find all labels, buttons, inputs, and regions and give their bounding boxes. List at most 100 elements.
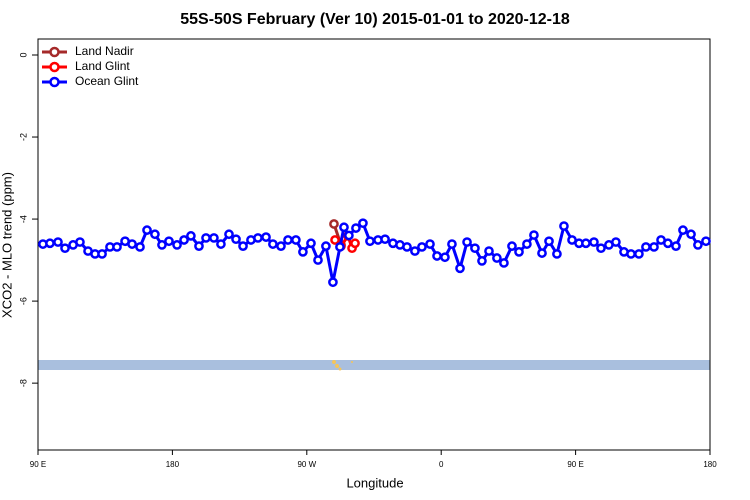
point [344, 230, 354, 241]
point [440, 252, 450, 263]
point [350, 238, 360, 249]
point [544, 236, 554, 247]
point [410, 246, 420, 256]
point [522, 239, 532, 249]
y-tick-label: -6 [18, 297, 28, 305]
point [484, 246, 494, 256]
point [455, 263, 465, 274]
legend-label: Land Glint [75, 59, 130, 73]
point [432, 251, 442, 261]
point [693, 240, 703, 250]
point [611, 237, 621, 247]
point [135, 242, 145, 252]
point [529, 230, 539, 240]
x-axis-label: Longitude [346, 475, 403, 490]
point [321, 241, 331, 251]
land-mask-dot [332, 360, 336, 364]
legend-label: Ocean Glint [75, 74, 139, 88]
legend-marker [49, 46, 60, 58]
y-tick-label: -4 [18, 215, 28, 223]
point [306, 238, 316, 249]
point [97, 249, 107, 259]
point [127, 239, 137, 249]
series-line [42, 220, 707, 283]
point [649, 242, 659, 252]
point [268, 239, 278, 249]
point [60, 243, 70, 254]
point [328, 277, 338, 288]
point [351, 223, 361, 233]
x-tick-label: 180 [166, 460, 180, 469]
point [261, 232, 271, 242]
point [417, 242, 427, 252]
point [298, 247, 308, 257]
point [335, 242, 345, 252]
point [358, 218, 368, 229]
point [216, 239, 226, 249]
point [492, 253, 502, 263]
point [186, 231, 196, 241]
point [194, 241, 204, 251]
point [581, 238, 591, 249]
point [671, 241, 681, 251]
land-mask-strip [38, 360, 710, 370]
point [209, 233, 219, 243]
point [330, 235, 340, 245]
point [641, 242, 651, 252]
point [663, 238, 673, 249]
point [150, 229, 160, 240]
point [678, 225, 688, 235]
point [224, 229, 234, 240]
point [589, 237, 599, 247]
y-tick-label: 0 [18, 52, 28, 57]
point [596, 243, 606, 254]
point [701, 236, 711, 247]
chart-title: 55S-50S February (Ver 10) 2015-01-01 to … [180, 11, 570, 28]
legend-marker [49, 76, 60, 88]
point [559, 221, 569, 231]
point [552, 249, 562, 259]
point [75, 237, 85, 247]
point [425, 239, 435, 249]
point [313, 255, 323, 265]
x-tick-label: 90 W [297, 460, 316, 469]
land-mask-dot [338, 367, 342, 371]
point [339, 222, 349, 233]
point [514, 247, 524, 257]
point [470, 243, 480, 254]
point [179, 235, 189, 245]
point [402, 242, 412, 252]
point [329, 219, 339, 229]
point [231, 234, 241, 245]
point [157, 240, 167, 250]
land-mask-dot [335, 364, 339, 368]
y-tick-label: -2 [18, 133, 28, 141]
point [53, 237, 63, 247]
point [45, 238, 55, 249]
point [462, 237, 472, 247]
point [291, 235, 301, 245]
x-tick-label: 180 [703, 460, 717, 469]
point [499, 258, 509, 268]
land-mask-dot [351, 361, 353, 363]
point [686, 229, 696, 240]
legend-marker [49, 61, 60, 73]
point [142, 225, 152, 235]
point [380, 234, 390, 245]
point [276, 241, 286, 251]
point [253, 233, 263, 243]
point [634, 249, 644, 259]
point [365, 236, 375, 247]
y-axis-label: XCO2 - MLO trend (ppm) [0, 172, 14, 318]
point [626, 249, 636, 259]
point [112, 242, 122, 252]
point [172, 240, 182, 250]
point [238, 241, 248, 251]
point [447, 239, 457, 249]
point [477, 256, 487, 266]
x-tick-label: 90 E [30, 460, 46, 469]
point [537, 248, 547, 258]
point [507, 241, 517, 251]
point [283, 235, 293, 245]
